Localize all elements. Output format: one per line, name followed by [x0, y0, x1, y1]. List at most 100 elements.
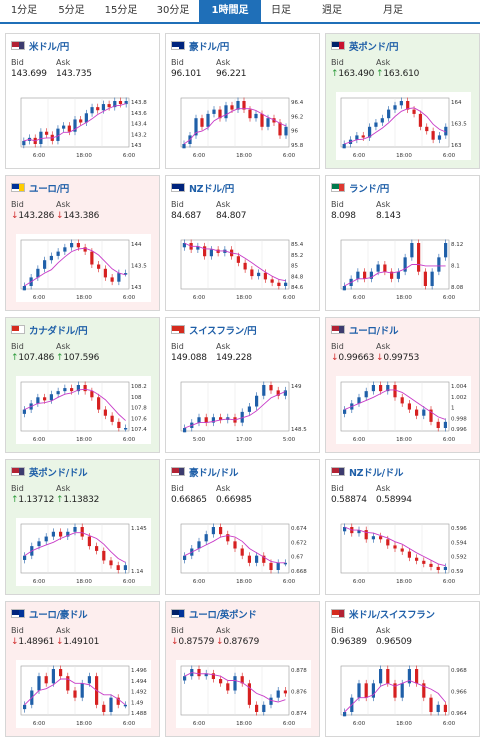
currency-pair[interactable]: ユーロ/豪ドル	[29, 609, 88, 621]
bid-value: ↑1.13712	[11, 495, 55, 505]
tab-4[interactable]: 30分足	[156, 5, 190, 16]
rate-card[interactable]: ユーロ/豪ドル Bid Ask ↓1.48961 ↓1.49101 1.496 1…	[5, 601, 160, 737]
x-tick-label: 6:00	[33, 437, 46, 443]
currency-pair[interactable]: カナダドル/円	[29, 325, 88, 337]
card-title[interactable]: NZドル/円	[171, 181, 235, 195]
currency-pair[interactable]: 英ポンド/円	[349, 41, 399, 53]
tab-1[interactable]: 1分足	[10, 5, 38, 16]
rate-card[interactable]: スイスフラン/円 Bid Ask 149.088 149.228 149 148.…	[165, 317, 320, 453]
rate-card[interactable]: ランド/円 Bid Ask 8.098 8.143 8.12 8.1 8.08 6:0…	[325, 175, 480, 311]
rate-card[interactable]: 豪ドル/ドル Bid Ask 0.66865 0.66985 0.674 0.67…	[165, 459, 320, 595]
x-tick-label: 6:00	[33, 579, 46, 585]
rate-card[interactable]: NZドル/円 Bid Ask 84.687 84.807 85.4 85.2 85 8…	[165, 175, 320, 311]
bid-value: 0.66865	[171, 495, 207, 505]
candle	[444, 126, 448, 136]
candle	[399, 101, 403, 106]
flag-icon	[171, 183, 185, 192]
card-title[interactable]: スイスフラン/円	[171, 323, 257, 337]
tab-7[interactable]: 週足	[322, 5, 342, 16]
price-chart[interactable]: 1.145 1.14 6:00 18:00 6:00	[16, 518, 151, 586]
price-chart[interactable]: 0.674 0.672 0.67 0.668 6:00 18:00 6:00	[176, 518, 311, 586]
tab-2[interactable]: 5分足	[58, 5, 85, 16]
price-chart[interactable]: 85.4 85.2 85 84.8 84.6 6:00 18:00 6:00	[176, 234, 311, 302]
currency-pair[interactable]: NZドル/ドル	[349, 467, 404, 479]
price-chart[interactable]: 164 163.5 163 6:00 18:00 6:00	[336, 92, 471, 160]
candle	[224, 105, 228, 119]
card-title[interactable]: カナダドル/円	[11, 323, 88, 337]
currency-pair[interactable]: ユーロ/円	[29, 183, 69, 195]
candle	[109, 560, 113, 566]
rate-card[interactable]: ユーロ/円 Bid Ask ↓143.286 ↓143.386 144 143.5…	[5, 175, 160, 311]
tab-5[interactable]: 1時間足	[199, 0, 261, 22]
card-title[interactable]: NZドル/ドル	[331, 465, 404, 479]
chart-svg: 143.8 143.6 143.4 143.2 143 6:00 18:00 6:00	[20, 97, 147, 159]
rate-card[interactable]: 英ポンド/円 Bid Ask ↑163.490 ↑163.610 164 163.…	[325, 33, 480, 169]
price-chart[interactable]: 8.12 8.1 8.08 6:00 18:00 6:00	[336, 234, 471, 302]
rate-card[interactable]: 米ドル/スイスフラン Bid Ask 0.96389 0.96509 0.968…	[325, 601, 480, 737]
y-tick-label: 107.4	[131, 427, 147, 433]
candle	[403, 257, 407, 272]
price-chart[interactable]: 1.496 1.494 1.492 1.49 1.488 6:00 18:00 6:00	[16, 660, 151, 728]
price-chart[interactable]: 149 148.5 5:00 17:00 5:00	[176, 376, 311, 444]
rate-card[interactable]: 英ポンド/ドル Bid Ask ↑1.13712 ↑1.13832 1.145 1…	[5, 459, 160, 595]
candle	[390, 271, 394, 279]
currency-pair[interactable]: 豪ドル/円	[189, 41, 229, 53]
card-title[interactable]: ランド/円	[331, 181, 389, 195]
flag-icon	[11, 41, 25, 50]
chart-svg: 1.496 1.494 1.492 1.49 1.488 6:00 18:00 6:00	[20, 665, 147, 727]
rate-card[interactable]: 豪ドル/円 Bid Ask 96.101 96.221 96.4 96.2 96 95…	[165, 33, 320, 169]
card-title[interactable]: 米ドル/円	[11, 39, 69, 53]
price-chart[interactable]: 108.2 108 107.8 107.6 107.4 6:00 18:00 6:00	[16, 376, 151, 444]
trend-arrow-icon: ↓	[376, 353, 384, 363]
trend-arrow-icon: ↓	[11, 211, 19, 221]
tab-6[interactable]: 日足	[271, 5, 291, 16]
card-title[interactable]: 英ポンド/ドル	[11, 465, 88, 479]
price-chart[interactable]: 0.878 0.876 0.874 6:00 18:00 6:00	[176, 660, 311, 728]
card-title[interactable]: ユーロ/英ポンド	[171, 607, 257, 621]
price-chart[interactable]: 96.4 96.2 96 95.8 6:00 18:00 6:00	[176, 92, 311, 160]
price-chart[interactable]: 143.8 143.6 143.4 143.2 143 6:00 18:00 6:00	[16, 92, 151, 160]
candle	[76, 385, 80, 392]
candle	[118, 101, 123, 105]
rate-card[interactable]: ユーロ/ドル Bid Ask ↓0.99663 ↓0.99753 1.004 1.…	[325, 317, 480, 453]
candle	[56, 251, 60, 256]
currency-pair[interactable]: NZドル/円	[189, 183, 235, 195]
candle	[423, 271, 427, 286]
candle	[425, 126, 429, 132]
trend-arrow-icon: ↓	[331, 353, 339, 363]
currency-pair[interactable]: 米ドル/円	[29, 41, 69, 53]
price-chart[interactable]: 1.004 1.002 1 0.998 0.996 6:00 18:00 6:00	[336, 376, 471, 444]
y-tick-label: 0.968	[451, 668, 467, 674]
y-tick-label: 0.67	[291, 555, 304, 561]
candle	[342, 144, 346, 149]
price-chart[interactable]: 144 143.5 143 6:00 18:00 6:00	[16, 234, 151, 302]
card-title[interactable]: 英ポンド/円	[331, 39, 399, 53]
currency-pair[interactable]: ユーロ/英ポンド	[189, 609, 257, 621]
ask-label: Ask	[56, 484, 71, 493]
x-tick-label: 6:00	[283, 579, 296, 585]
card-title[interactable]: 米ドル/スイスフラン	[331, 607, 435, 621]
card-title[interactable]: 豪ドル/ドル	[171, 465, 239, 479]
rate-card[interactable]: 米ドル/円 Bid Ask 143.699 143.735 143.8 143.6…	[5, 33, 160, 169]
rate-card[interactable]: ユーロ/英ポンド Bid Ask ↓0.87579 ↓0.87679 0.878…	[165, 601, 320, 737]
card-title[interactable]: ユーロ/ドル	[331, 323, 399, 337]
tab-3[interactable]: 15分足	[104, 5, 138, 16]
card-title[interactable]: ユーロ/円	[11, 181, 69, 195]
candle	[240, 411, 244, 423]
price-chart[interactable]: 0.596 0.594 0.592 0.59 6:00 18:00 6:00	[336, 518, 471, 586]
currency-pair[interactable]: 豪ドル/ドル	[189, 467, 239, 479]
rate-card[interactable]: NZドル/ドル Bid Ask 0.58874 0.58994 0.596 0.5…	[325, 459, 480, 595]
candle	[183, 555, 187, 560]
currency-pair[interactable]: ランド/円	[349, 183, 389, 195]
candle	[436, 421, 440, 428]
currency-pair[interactable]: 米ドル/スイスフラン	[349, 609, 435, 621]
candle	[276, 390, 280, 396]
currency-pair[interactable]: 英ポンド/ドル	[29, 467, 88, 479]
currency-pair[interactable]: ユーロ/ドル	[349, 325, 399, 337]
tab-8[interactable]: 月足	[383, 5, 403, 16]
card-title[interactable]: ユーロ/豪ドル	[11, 607, 88, 621]
card-title[interactable]: 豪ドル/円	[171, 39, 229, 53]
currency-pair[interactable]: スイスフラン/円	[189, 325, 257, 337]
price-chart[interactable]: 0.968 0.966 0.964 6:00 18:00 6:00	[336, 660, 471, 728]
rate-card[interactable]: カナダドル/円 Bid Ask ↑107.486 ↑107.596 108.2 1…	[5, 317, 160, 453]
